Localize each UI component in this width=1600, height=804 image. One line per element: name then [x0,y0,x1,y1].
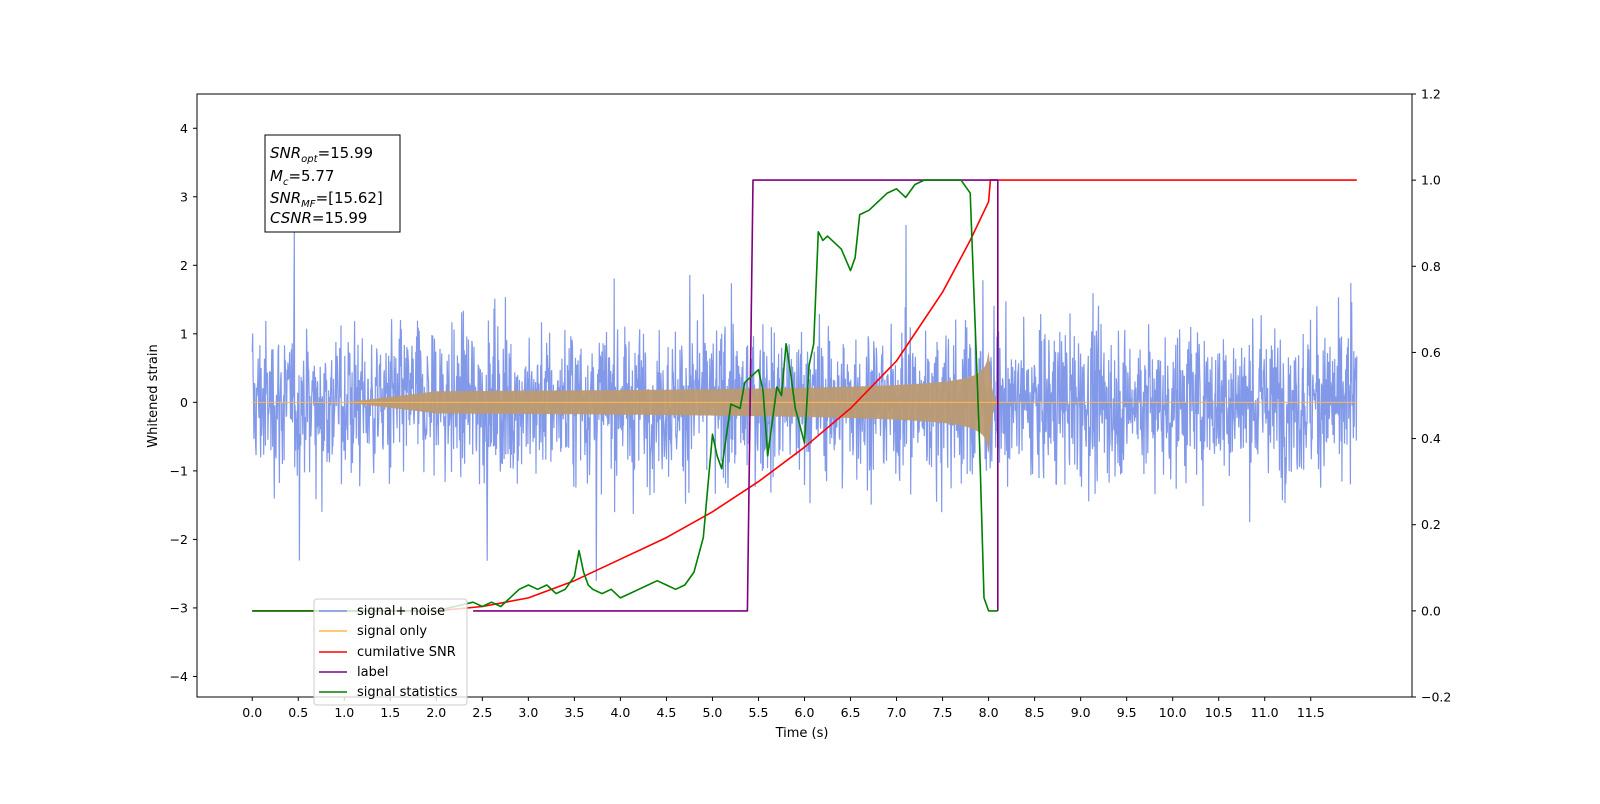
y2-tick-label: 0.6 [1421,345,1441,360]
signal-noise-layer [251,224,1358,581]
x-tick-label: 9.0 [1071,705,1091,720]
info-snr-opt-name: SNR [270,144,301,162]
x-tick-label: 4.0 [610,705,630,720]
legend-label-signal-noise: signal+ noise [357,604,445,619]
x-tick-label: 9.5 [1117,705,1137,720]
legend-frame [313,598,468,706]
info-snr-mf: SNRMF=[15.62] [270,189,383,210]
legend-label-signal-only: signal only [357,624,427,639]
x-tick-label: 3.0 [518,705,538,720]
x-tick-label: 1.0 [334,705,354,720]
x-tick-label: 4.5 [656,705,676,720]
right-axis-lines-layer [252,179,1357,612]
x-axis-label: Time (s) [775,726,829,741]
x-tick-label: 11.0 [1251,705,1279,720]
y-tick-label: 0 [180,395,188,410]
info-mc: Mc=5.77 [270,167,334,188]
y2-tick-label: 0.8 [1421,259,1441,274]
x-tick-label: 10.5 [1205,705,1233,720]
y2-tick-label: 1.0 [1421,173,1441,188]
legend: signal+ noise signal only cumilative SNR… [313,598,468,706]
x-tick-label: 7.5 [933,705,953,720]
series-cumilative-snr [252,179,1357,612]
x-tick-label: 0.5 [288,705,308,720]
y-tick-label: 1 [180,326,188,341]
x-tick-label: 11.5 [1297,705,1325,720]
x-tick-label: 3.5 [564,705,584,720]
x-tick-label: 7.0 [887,705,907,720]
y-axis-ticks: 4 3 2 1 0 −1 −2 −3 −4 [170,121,197,684]
y2-tick-label: −0.2 [1421,690,1451,705]
y2-tick-label: 0.2 [1421,517,1441,532]
info-csnr-name: CSNR [270,209,312,227]
info-snr-mf-name: SNR [270,189,301,207]
x-tick-label: 8.0 [979,705,999,720]
x-tick-label: 6.5 [841,705,861,720]
info-mc-name: M [270,167,283,185]
y-tick-label: −1 [170,463,188,478]
info-csnr-value: =15.99 [312,209,368,227]
series-label [473,179,999,612]
y-axis-label: Whitened strain [146,344,161,447]
info-snr-opt: SNRopt=15.99 [270,144,373,165]
info-box: SNRopt=15.99 Mc=5.77 SNRMF=[15.62] CSNR=… [264,134,401,233]
y-tick-label: −3 [170,600,188,615]
y-tick-label: −4 [170,669,188,684]
x-tick-label: 0.0 [242,705,262,720]
info-snr-opt-value: =15.99 [318,144,374,162]
y2-tick-label: 0.4 [1421,431,1441,446]
info-mc-value: =5.77 [288,167,334,185]
x-tick-label: 1.5 [380,705,400,720]
legend-label-signal-statistics: signal statistics [357,685,458,700]
x-axis-ticks: 0.0 0.5 1.0 1.5 2.0 2.5 3.0 3.5 4.0 4.5 5.0 5.5 6.0 6… [242,697,1325,720]
x-tick-label: 5.5 [749,705,769,720]
series-signal-noise [251,224,1358,581]
info-box-frame [264,134,401,233]
y2-tick-label: 0.0 [1421,603,1441,618]
x-tick-label: 10.0 [1159,705,1187,720]
x-tick-label: 8.5 [1025,705,1045,720]
info-mc-sub: c [283,177,289,188]
info-snr-opt-sub: opt [301,154,318,165]
y-tick-label: 4 [180,121,188,136]
info-snr-mf-value: =[15.62] [316,189,383,207]
y-tick-label: 2 [180,258,188,273]
x-tick-label: 2.5 [472,705,492,720]
y-tick-label: −2 [170,532,188,547]
x-tick-label: 5.0 [703,705,723,720]
x-tick-label: 2.0 [426,705,446,720]
info-snr-mf-sub: MF [301,199,316,210]
signal-only-layer [252,350,1357,454]
legend-label-label: label [357,665,388,680]
y2-axis-ticks: 1.2 1.0 0.8 0.6 0.4 0.2 0.0 −0.2 [1412,87,1451,705]
y-tick-label: 3 [180,189,188,204]
legend-label-cumulative-snr: cumilative SNR [357,645,456,660]
info-csnr: CSNR=15.99 [270,209,367,227]
x-tick-label: 6.0 [795,705,815,720]
series-signal-statistics [252,179,998,612]
y2-tick-label: 1.2 [1421,87,1441,102]
